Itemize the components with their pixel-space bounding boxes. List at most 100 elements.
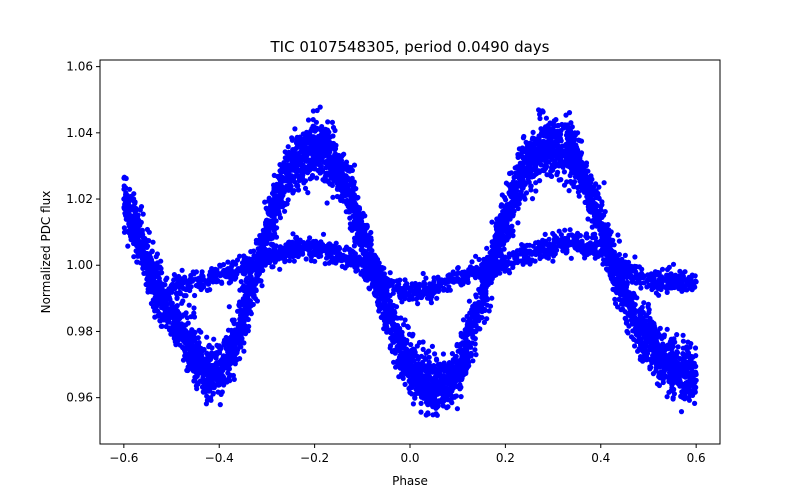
scatter-point [410, 401, 416, 407]
scatter-point [204, 380, 211, 386]
scatter-point [198, 329, 204, 335]
scatter-point [576, 193, 582, 199]
scatter-point [313, 119, 319, 125]
scatter-point [660, 359, 667, 366]
scatter-point [561, 169, 568, 175]
scatter-point [343, 159, 350, 165]
scatter-point [489, 219, 495, 225]
scatter-point [634, 295, 640, 301]
scatter-point [284, 150, 290, 156]
scatter-point [590, 191, 596, 197]
scatter-point [413, 361, 419, 367]
scatter-point [430, 412, 436, 418]
scatter-point [324, 200, 330, 206]
scatter-point [681, 356, 687, 362]
scatter-point [571, 136, 578, 142]
scatter-point [423, 394, 429, 400]
scatter-point [345, 167, 351, 173]
scatter-point [213, 360, 219, 366]
scatter-point [200, 374, 206, 380]
scatter-point [402, 381, 408, 387]
scatter-point [261, 236, 267, 242]
scatter-point [579, 160, 585, 167]
scatter-point [347, 215, 353, 221]
scatter-point [632, 254, 638, 260]
scatter-point [687, 361, 693, 367]
scatter-point [690, 354, 696, 360]
scatter-point [664, 353, 670, 359]
scatter-point [243, 279, 250, 285]
scatter-point [426, 354, 432, 360]
scatter-point [202, 384, 208, 391]
scatter-point [519, 161, 525, 167]
scatter-point [500, 239, 506, 246]
scatter-point [401, 368, 407, 374]
scatter-point [636, 346, 642, 352]
scatter-point [618, 297, 624, 303]
scatter-point [680, 338, 687, 344]
scatter-point [593, 181, 599, 187]
scatter-point [588, 184, 594, 190]
scatter-point [648, 347, 654, 353]
scatter-point [225, 327, 232, 333]
scatter-point [142, 264, 148, 270]
scatter-point [166, 319, 172, 325]
scatter-point [686, 395, 692, 401]
scatter-point [282, 155, 288, 161]
scatter-point [152, 290, 158, 296]
scatter-point [515, 151, 521, 158]
scatter-point [692, 400, 698, 406]
scatter-point [207, 374, 213, 381]
scatter-point [153, 280, 159, 286]
scatter-point [121, 175, 127, 181]
scatter-point [392, 328, 399, 334]
scatter-point [337, 186, 343, 193]
scatter-point [476, 314, 482, 320]
scatter-point [469, 307, 475, 313]
scatter-point [294, 182, 300, 189]
scatter-point [133, 206, 140, 212]
scatter-point [537, 178, 543, 184]
scatter-point [477, 305, 483, 311]
scatter-point [515, 205, 521, 212]
scatter-point [406, 331, 413, 337]
scatter-point [352, 203, 358, 209]
scatter-point [574, 184, 581, 191]
scatter-point [289, 137, 295, 143]
scatter-point [259, 283, 265, 289]
scatter-point [553, 143, 559, 149]
scatter-point [334, 181, 340, 187]
scatter-point [128, 215, 134, 221]
scatter-point [609, 275, 615, 282]
scatter-point [405, 324, 411, 330]
scatter-point [309, 175, 315, 181]
scatter-point [357, 221, 363, 227]
scatter-point [349, 175, 355, 181]
scatter-point [465, 339, 471, 345]
scatter-point [418, 409, 424, 415]
scatter-point [123, 185, 129, 191]
scatter-point [564, 179, 570, 185]
scatter-point [649, 360, 655, 366]
scatter-point [532, 141, 538, 147]
scatter-point [466, 298, 472, 304]
scatter-point [622, 315, 628, 321]
scatter-point [575, 175, 581, 181]
scatter-point [347, 209, 353, 215]
scatter-point [214, 342, 220, 348]
scatter-point [369, 248, 375, 254]
scatter-point [326, 145, 332, 151]
scatter-point [231, 354, 237, 360]
scatter-point [285, 144, 291, 150]
scatter-point [246, 297, 252, 303]
scatter-point [401, 322, 407, 328]
scatter-point [158, 314, 164, 320]
scatter-point [125, 243, 131, 249]
scatter-point [538, 141, 544, 147]
scatter-point [136, 217, 142, 223]
scatter-point [596, 184, 602, 190]
scatter-point [351, 162, 358, 168]
scatter-point [266, 211, 272, 217]
scatter-point [195, 344, 201, 350]
